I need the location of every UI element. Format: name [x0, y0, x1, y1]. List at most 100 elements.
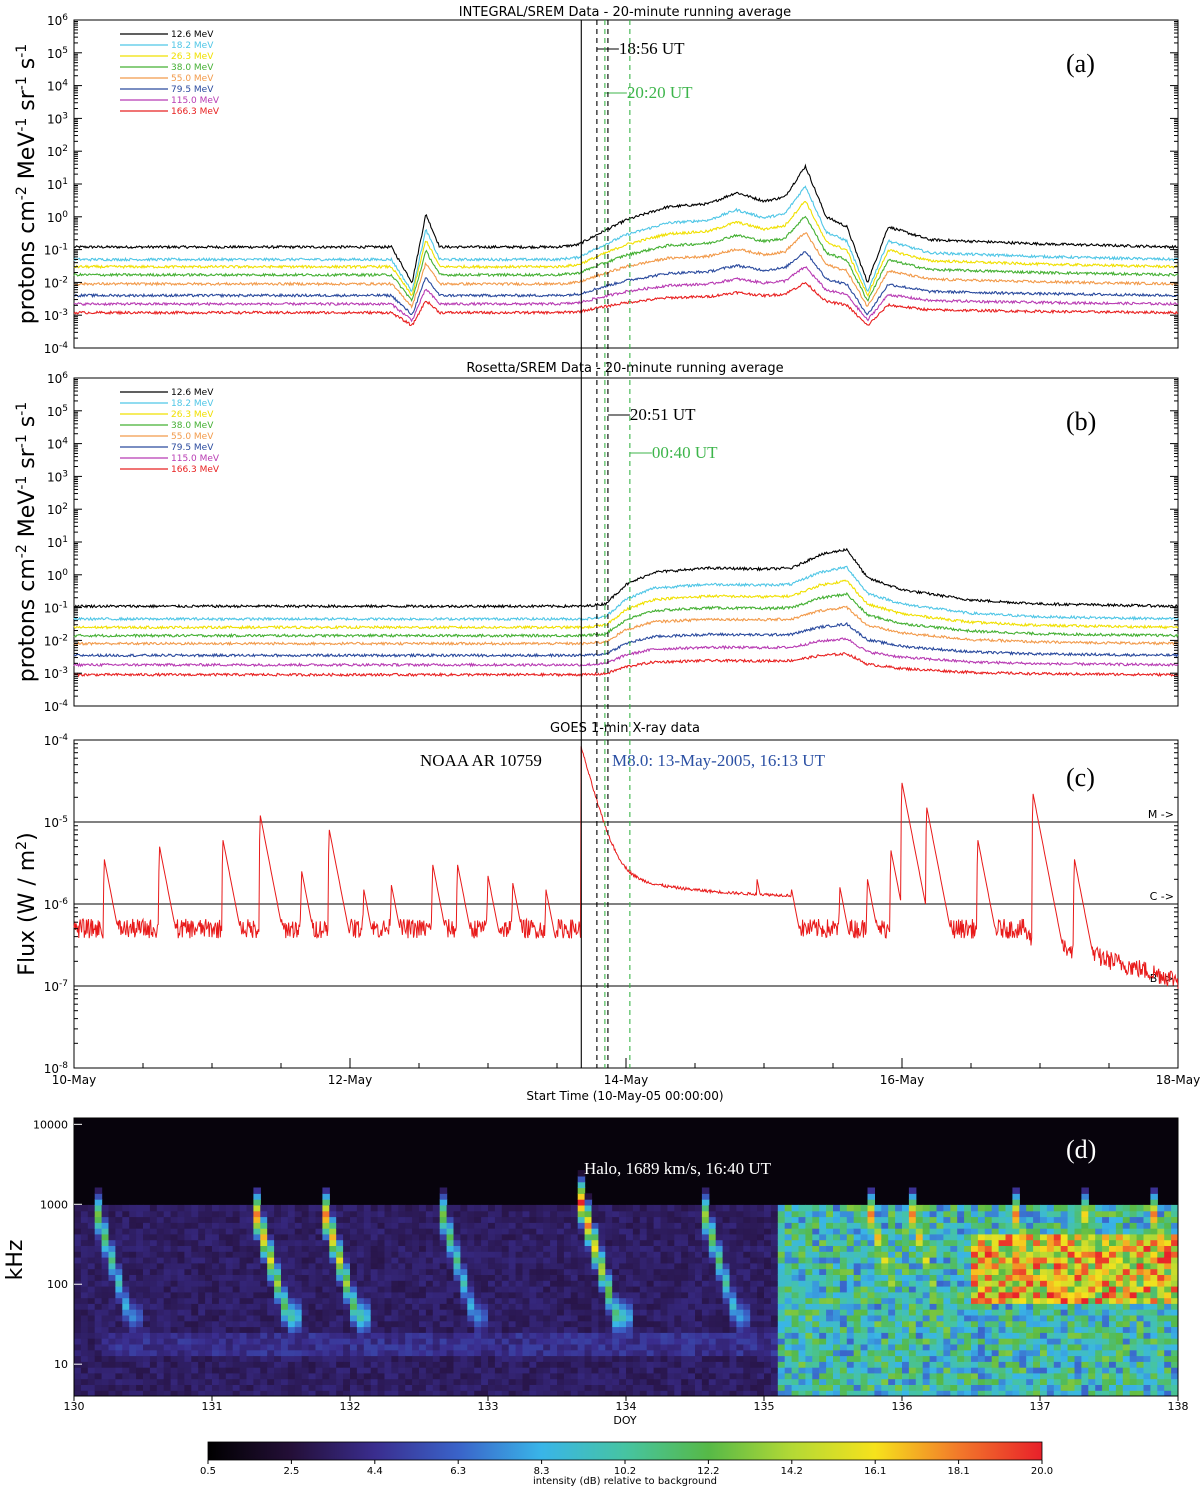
spectrogram-cell: [205, 1320, 213, 1328]
spectrogram-cell: [232, 1390, 241, 1396]
panel-a-legend-label: 166.3 MeV: [171, 107, 220, 117]
spectrogram-cell: [136, 1210, 144, 1218]
spectrogram-cell: [184, 1372, 192, 1380]
spectrogram-cell: [729, 1239, 737, 1246]
spectrogram-cell: [149, 1367, 158, 1374]
spectrogram-cell: [377, 1297, 386, 1304]
spectrogram-cell: [619, 1210, 627, 1218]
spectrogram-cell: [115, 1222, 123, 1229]
spectrogram-cell: [129, 1320, 137, 1328]
spectrogram-cell: [494, 1274, 503, 1281]
spectrogram-cell: [881, 1297, 889, 1304]
spectrogram-cell: [432, 1222, 441, 1229]
spectrogram-cell: [867, 1338, 875, 1345]
spectrogram-cell: [964, 1367, 972, 1374]
spectrogram-cell: [695, 1314, 703, 1322]
spectrogram-cell: [149, 1251, 158, 1258]
spectrogram-cell: [777, 1309, 786, 1316]
spectrogram-cell: [260, 1367, 268, 1374]
spectrogram-cell: [322, 1286, 330, 1293]
spectrogram-cell: [888, 1233, 896, 1241]
spectrogram-cell: [777, 1245, 786, 1252]
spectrogram-cell: [156, 1239, 165, 1246]
spectrogram-cell: [446, 1268, 455, 1275]
spectrogram-cell: [708, 1291, 717, 1299]
spectrogram-cell: [515, 1228, 524, 1235]
spectrogram-cell: [301, 1349, 310, 1357]
spectrogram-cell: [301, 1320, 310, 1328]
spectrogram-cell: [198, 1291, 206, 1299]
spectrogram-cell: [439, 1199, 448, 1206]
spectrogram-cell: [984, 1326, 993, 1333]
spectrogram-cell: [136, 1239, 144, 1246]
spectrogram-cell: [964, 1291, 972, 1299]
spectrogram-cell: [784, 1314, 793, 1322]
spectrogram-cell: [943, 1309, 951, 1316]
spectrogram-cell: [674, 1320, 682, 1328]
spectrogram-cell: [363, 1309, 372, 1316]
spectrogram-cell: [570, 1361, 579, 1368]
spectrogram-cell: [419, 1338, 427, 1345]
spectrogram-cell: [425, 1280, 434, 1287]
spectrogram-cell: [488, 1257, 496, 1264]
spectrogram-cell: [301, 1268, 310, 1275]
spectrogram-cell: [653, 1268, 662, 1275]
spectrogram-cell: [281, 1262, 289, 1270]
spectrogram-cell: [626, 1320, 634, 1328]
spectrogram-cell: [750, 1343, 758, 1351]
spectrogram-cell: [929, 1372, 938, 1380]
spectrogram-cell: [577, 1280, 586, 1287]
spectrogram-cell: [729, 1210, 737, 1218]
spectrogram-cell: [529, 1239, 537, 1246]
spectrogram-cell: [419, 1216, 427, 1223]
spectrogram-cell: [984, 1268, 993, 1275]
spectrogram-cell: [287, 1378, 296, 1385]
spectrogram-cell: [108, 1297, 116, 1304]
spectrogram-cell: [626, 1303, 634, 1310]
spectrogram-cell: [391, 1349, 399, 1357]
panel-b-frame: [73, 377, 1179, 707]
spectrogram-cell: [929, 1210, 938, 1218]
spectrogram-cell: [412, 1291, 420, 1299]
spectrogram-cell: [846, 1286, 855, 1293]
spectrogram-cell: [922, 1384, 931, 1391]
spectrogram-cell: [632, 1280, 641, 1287]
spectrogram-cell: [536, 1338, 544, 1345]
spectrogram-cell: [950, 1251, 958, 1258]
spectrogram-cell: [915, 1372, 924, 1380]
spectrogram-cell: [922, 1367, 931, 1374]
spectrogram-cell: [232, 1378, 241, 1385]
spectrogram-cell: [391, 1338, 399, 1345]
spectrogram-cell: [322, 1367, 330, 1374]
spectrogram-cell: [377, 1378, 386, 1385]
spectrogram-cell: [460, 1286, 468, 1293]
spectrogram-cell: [322, 1210, 330, 1218]
spectrogram-cell: [867, 1233, 875, 1241]
spectrogram-cell: [577, 1239, 586, 1246]
spectrogram-cell: [225, 1384, 234, 1391]
spectrogram-cell: [363, 1262, 372, 1270]
spectrogram-cell: [343, 1338, 351, 1345]
spectrogram-cell: [377, 1222, 386, 1229]
spectrogram-cell: [356, 1378, 365, 1385]
spectrogram-cell: [294, 1233, 303, 1241]
spectrogram-cell: [646, 1251, 655, 1258]
spectrogram-cell: [101, 1326, 110, 1333]
spectrogram-cell: [750, 1326, 758, 1333]
spectrogram-cell: [563, 1239, 572, 1246]
spectrogram-cell: [750, 1228, 758, 1235]
spectrogram-cell: [819, 1228, 827, 1235]
spectrogram-cell: [915, 1303, 924, 1310]
spectrogram-cell: [460, 1303, 468, 1310]
spectrogram-cell: [281, 1349, 289, 1357]
spectrogram-cell: [550, 1228, 558, 1235]
spectrogram-cell: [115, 1228, 123, 1235]
spectrogram-cell: [336, 1303, 344, 1310]
spectrogram-cell: [936, 1338, 944, 1345]
spectrogram-cell: [888, 1332, 896, 1339]
spectrogram-cell: [74, 1303, 82, 1310]
spectrogram-cell: [80, 1233, 89, 1241]
spectrogram-cell: [494, 1257, 503, 1264]
spectrogram-cell: [336, 1343, 344, 1351]
spectrogram-cell: [653, 1210, 662, 1218]
